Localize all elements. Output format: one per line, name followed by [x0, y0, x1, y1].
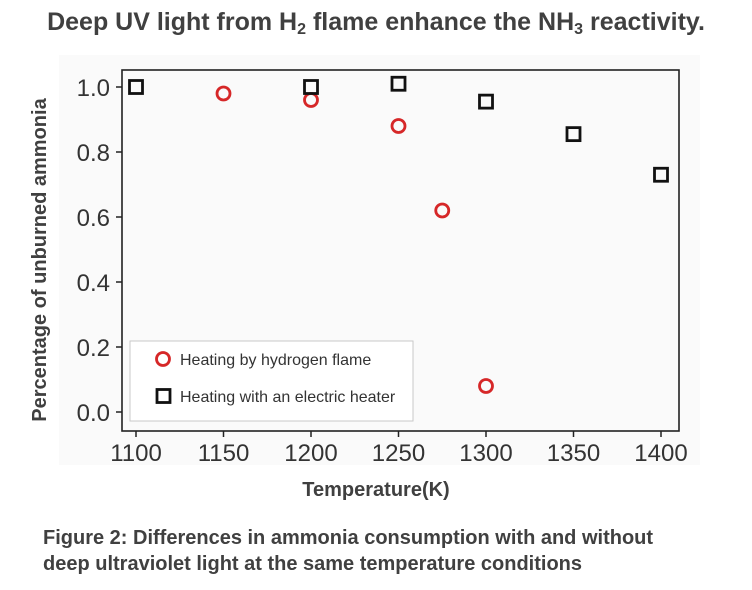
x-tick-label: 1250 — [372, 440, 425, 467]
data-point-hydrogen-flame — [390, 118, 407, 134]
y-tick-label: 0.8 — [77, 140, 110, 167]
x-tick-label: 1400 — [634, 440, 687, 467]
legend-marker-hydrogen-flame — [155, 351, 171, 367]
data-point-hydrogen-flame — [434, 202, 451, 219]
x-axis-label: Temperature(K) — [302, 479, 450, 501]
y-tick-label: 0.6 — [77, 205, 110, 232]
x-tick-label: 1100 — [110, 440, 162, 467]
data-point-hydrogen-flame — [215, 85, 232, 102]
title-part-3: reactivity. — [583, 8, 705, 36]
scatter-chart: 1100 1150 1200 1250 1300 1350 1400 0.0 0.2 0.4 0.6… — [29, 69, 688, 467]
data-point-hydrogen-flame — [303, 92, 319, 108]
figure-caption: Figure 2: Differences in ammonia consump… — [43, 525, 743, 577]
y-tick-label: 0.4 — [77, 270, 110, 297]
legend-marker-electric-heater — [155, 388, 172, 404]
title-subscript-h2: 2 — [297, 21, 307, 38]
x-tick-label: 1350 — [547, 440, 600, 467]
title-part-2: flame enhance the NH — [306, 8, 575, 36]
caption-line-1: Figure 2: Differences in ammonia consump… — [43, 527, 654, 549]
legend-label-electric-heater: Heating with an electric heater — [180, 389, 396, 406]
x-tick-label: 1150 — [198, 440, 250, 467]
y-axis-label: Percentage of unburned ammonia — [29, 97, 51, 421]
y-tick-label: 0.0 — [77, 400, 110, 427]
legend-label-hydrogen-flame: Heating by hydrogen flame — [180, 352, 371, 369]
plot-frame — [121, 69, 680, 432]
data-point-hydrogen-flame — [478, 378, 494, 394]
y-tick-label: 0.2 — [77, 335, 110, 362]
legend-box — [129, 340, 414, 422]
data-point-electric-heater — [653, 166, 669, 183]
title-subscript-nh3: 3 — [574, 21, 584, 38]
y-tick-label: 1.0 — [77, 75, 110, 102]
x-tick-label: 1200 — [284, 440, 337, 467]
data-point-electric-heater — [303, 79, 319, 95]
caption-line-2: deep ultraviolet light at the same tempe… — [43, 553, 582, 575]
data-point-electric-heater — [565, 126, 582, 143]
data-point-electric-heater — [390, 75, 407, 92]
data-point-electric-heater — [128, 79, 144, 95]
data-point-electric-heater — [478, 93, 494, 110]
x-tick-label: 1300 — [459, 440, 512, 467]
page-title: Deep UV light from H2 flame enhance the … — [0, 8, 752, 39]
title-part-1: Deep UV light from H — [47, 8, 298, 36]
